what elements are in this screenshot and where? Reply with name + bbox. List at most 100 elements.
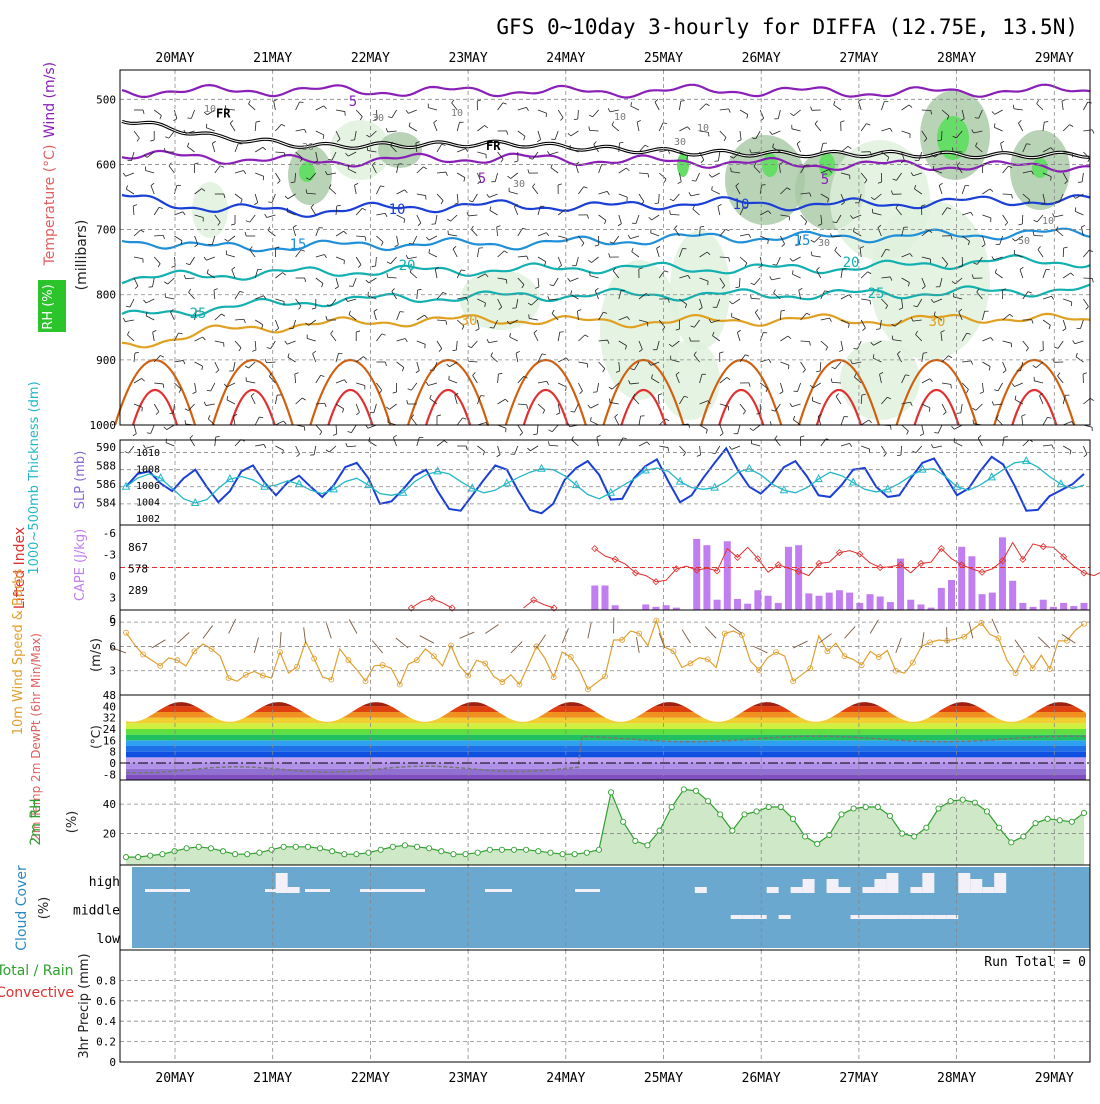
wind-barb bbox=[249, 362, 256, 368]
surface-wind-barb bbox=[229, 619, 236, 633]
wind-barb bbox=[356, 357, 363, 362]
wind-barb-flag bbox=[1078, 182, 1082, 183]
rh2m-axis-title: 2m RH bbox=[28, 798, 44, 845]
wind-barb bbox=[978, 438, 982, 446]
wind-barb-flag bbox=[356, 412, 359, 414]
rh-marker bbox=[148, 853, 153, 858]
wind-barb-flag bbox=[402, 367, 403, 371]
wind-barb-flag bbox=[816, 371, 820, 372]
wind-barb bbox=[235, 144, 238, 152]
wind-barb-flag bbox=[729, 301, 732, 304]
wind-barb-flag bbox=[1049, 325, 1050, 329]
rh-marker bbox=[451, 852, 456, 857]
wind-barb-flag bbox=[609, 387, 612, 389]
x-tick-label-top: 29MAY bbox=[1035, 51, 1074, 66]
wind-barb bbox=[772, 278, 781, 280]
wind-barb-flag bbox=[687, 127, 690, 130]
wind-barb-flag bbox=[507, 131, 508, 135]
wind-barb-flag bbox=[608, 108, 610, 112]
wind-barb bbox=[251, 396, 255, 404]
wind-barb bbox=[792, 274, 800, 278]
wind-barb-flag bbox=[849, 295, 852, 298]
wind-barb bbox=[902, 131, 911, 134]
surface-wind-barb bbox=[420, 636, 434, 644]
wind-barb-flag bbox=[724, 137, 726, 140]
wind-barb bbox=[374, 311, 376, 320]
wind-barb bbox=[700, 104, 706, 110]
wind-barb-flag bbox=[628, 235, 630, 238]
rh-marker bbox=[208, 846, 213, 851]
x-tick-label-bottom: 27MAY bbox=[839, 1071, 878, 1086]
temp-band bbox=[126, 752, 1086, 758]
wind-barb-flag bbox=[441, 201, 443, 204]
wind-barb bbox=[558, 257, 561, 265]
wind-barb bbox=[376, 257, 377, 266]
wind-barb bbox=[417, 167, 424, 173]
wind-barb-flag bbox=[848, 146, 851, 148]
wind-barb-flag bbox=[990, 189, 993, 192]
surface-wind-barb bbox=[485, 625, 498, 634]
surface-wind-barb bbox=[992, 619, 999, 634]
cape-bar bbox=[907, 600, 914, 610]
wind-barb bbox=[457, 418, 462, 425]
wind-barb bbox=[738, 425, 740, 434]
wind-barb-flag bbox=[971, 361, 973, 365]
wind-barb bbox=[718, 152, 719, 161]
wind-barb bbox=[235, 319, 244, 320]
rh-marker bbox=[257, 850, 262, 855]
cloud-level-label: low bbox=[97, 932, 121, 947]
rh-marker bbox=[839, 812, 844, 817]
wind-barb-flag bbox=[890, 128, 892, 131]
wind-barb-flag bbox=[701, 160, 704, 163]
wind-barb bbox=[578, 383, 582, 391]
wind-barb-flag bbox=[994, 123, 995, 127]
wind-barb bbox=[250, 215, 255, 222]
wind-barb-flag bbox=[388, 117, 392, 118]
temp-band bbox=[126, 769, 1086, 775]
wind-barb-flag bbox=[706, 430, 707, 434]
wind-barb bbox=[835, 251, 841, 257]
wind-barb bbox=[619, 168, 627, 173]
rh-axis-title: RH (%) bbox=[41, 284, 56, 329]
wind-barb-flag bbox=[277, 181, 280, 184]
wind-barb bbox=[1039, 396, 1043, 404]
wind-barb bbox=[558, 332, 560, 341]
wind-barb-flag bbox=[773, 264, 777, 265]
x-tick-label-bottom: 28MAY bbox=[937, 1071, 976, 1086]
wind-barb-flag bbox=[437, 415, 441, 416]
wind-barb-flag bbox=[358, 265, 361, 268]
wind-barb-flag bbox=[737, 140, 741, 142]
cloud-high-clear bbox=[827, 879, 839, 893]
wind-barb bbox=[168, 278, 175, 284]
wind-barb-flag bbox=[342, 409, 343, 413]
wind-barb bbox=[195, 337, 203, 341]
warm-cell-contour bbox=[213, 360, 293, 425]
cape-bar bbox=[724, 541, 731, 610]
wind-barb bbox=[659, 173, 666, 179]
wind-barb bbox=[134, 257, 143, 259]
temp-band bbox=[126, 701, 1086, 707]
wind-barb-flag bbox=[409, 123, 410, 127]
wind-barb-flag bbox=[1015, 396, 1016, 400]
wind-barb-flag bbox=[648, 174, 649, 178]
wind-barb bbox=[916, 446, 922, 453]
wind-barb-flag bbox=[461, 270, 465, 271]
wind-barb bbox=[356, 208, 362, 215]
rh-marker bbox=[730, 828, 735, 833]
rh-marker bbox=[766, 804, 771, 809]
wind-barb-flag bbox=[692, 180, 696, 181]
wind-barb bbox=[498, 399, 506, 404]
wind-barb bbox=[437, 144, 442, 152]
wind-barb bbox=[255, 341, 256, 350]
wind-barb bbox=[754, 278, 760, 285]
wind-barb bbox=[134, 353, 135, 362]
wind-barb bbox=[1083, 299, 1088, 306]
wind-barb-flag bbox=[588, 405, 591, 408]
wind-barb bbox=[538, 381, 547, 383]
wind-barb bbox=[1063, 446, 1071, 451]
rh-marker bbox=[693, 788, 698, 793]
wind-barb-flag bbox=[595, 288, 598, 290]
wind-barb-flag bbox=[239, 348, 241, 351]
hot-cell-contour bbox=[231, 390, 275, 425]
